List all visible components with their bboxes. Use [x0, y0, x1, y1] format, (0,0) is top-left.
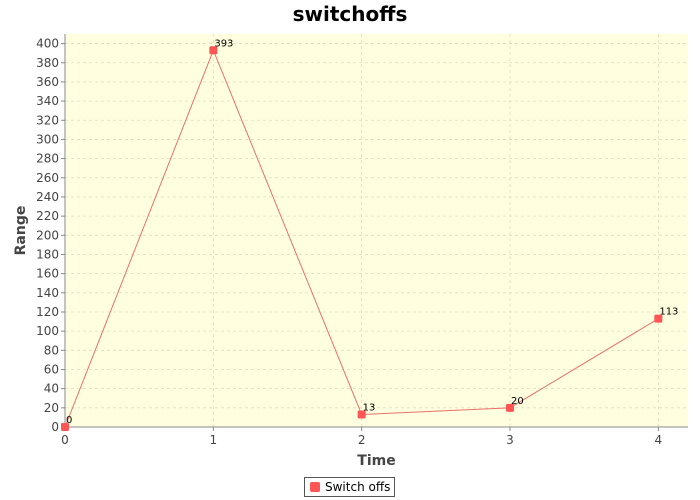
legend-label: Switch offs	[325, 480, 391, 494]
x-tick-label: 1	[210, 433, 218, 447]
data-point	[209, 46, 218, 55]
y-tick-label: 40	[44, 382, 59, 396]
data-label: 393	[214, 38, 233, 49]
plot-area	[65, 34, 688, 427]
x-tick-label: 4	[655, 433, 663, 447]
data-label: 0	[66, 415, 72, 426]
series-switch-offs	[61, 46, 663, 431]
data-point	[357, 410, 366, 419]
y-tick-label: 120	[36, 305, 59, 319]
x-axis-title: Time	[357, 453, 395, 469]
chart-title: switchoffs	[292, 2, 408, 26]
axes	[61, 34, 688, 431]
y-tick-label: 140	[36, 286, 59, 300]
y-tick-label: 320	[36, 113, 59, 127]
y-tick-label: 20	[44, 401, 59, 415]
y-tick-label: 260	[36, 171, 59, 185]
y-tick-label: 240	[36, 190, 59, 204]
y-tick-label: 280	[36, 152, 59, 166]
legend: Switch offs	[304, 477, 396, 497]
data-label: 113	[659, 307, 678, 318]
data-label: 13	[363, 403, 376, 414]
y-tick-label: 60	[44, 362, 59, 376]
data-point	[61, 423, 69, 431]
data-label: 20	[511, 396, 524, 407]
data-labels: 0 393 13 20 113	[66, 38, 678, 426]
y-tick-label: 220	[36, 209, 59, 223]
y-tick-label: 360	[36, 75, 59, 89]
y-tick-label: 400	[36, 37, 59, 51]
y-tick-label: 100	[36, 324, 59, 338]
y-axis-title: Range	[13, 206, 29, 256]
tick-labels: 0204060801001201401601802002202402602803…	[36, 37, 662, 447]
y-tick-label: 380	[36, 56, 59, 70]
data-point	[506, 403, 514, 412]
y-tick-label: 160	[36, 267, 59, 281]
x-tick-label: 2	[358, 433, 366, 447]
y-tick-label: 200	[36, 228, 59, 242]
y-tick-label: 80	[44, 343, 59, 357]
data-point	[654, 314, 663, 323]
y-tick-label: 180	[36, 247, 59, 261]
y-tick-label: 0	[51, 420, 59, 434]
y-tick-label: 340	[36, 94, 59, 108]
x-tick-label: 0	[61, 433, 69, 447]
x-tick-label: 3	[506, 433, 514, 447]
legend-swatch	[310, 482, 320, 492]
y-tick-label: 300	[36, 132, 59, 146]
